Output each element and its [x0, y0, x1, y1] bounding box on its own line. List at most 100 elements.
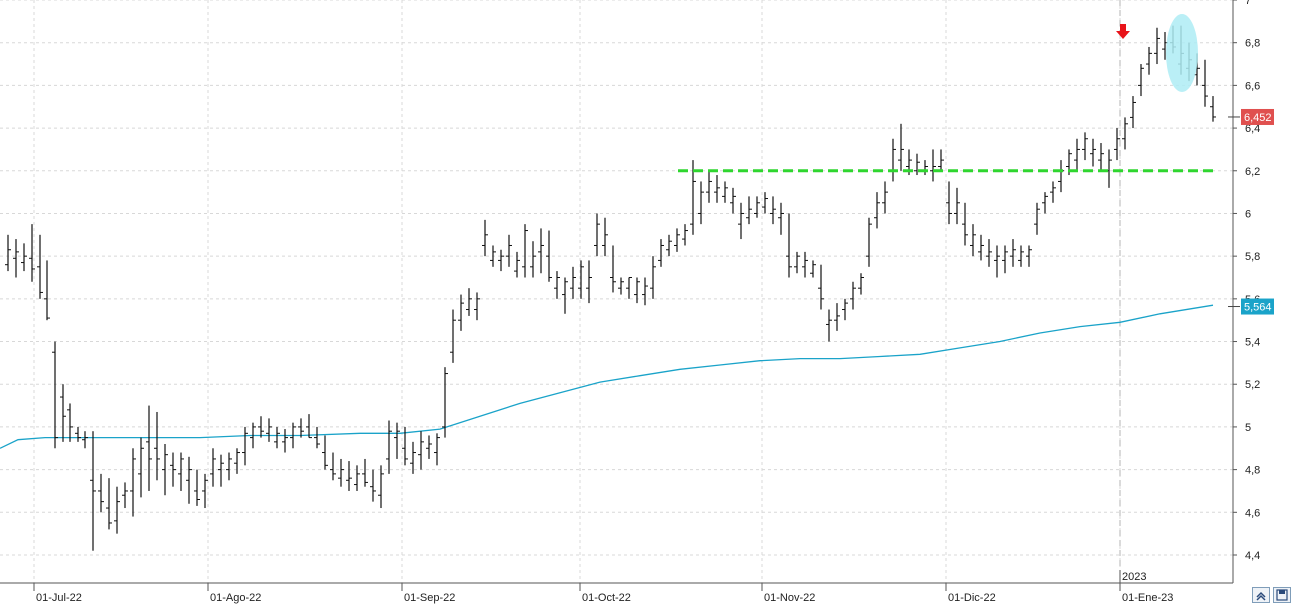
ohlc-bar — [922, 160, 928, 176]
ohlc-bar — [1058, 160, 1064, 193]
ohlc-bar — [674, 228, 680, 252]
ohlc-bar — [594, 213, 600, 257]
ohlc-bar — [482, 219, 488, 257]
ohlc-bar — [138, 437, 144, 498]
ohlc-bar — [322, 435, 328, 470]
ohlc-bar — [37, 234, 43, 299]
ohlc-bar — [554, 271, 560, 299]
ohlc-bar — [1098, 143, 1104, 171]
ohlc-bar — [858, 273, 864, 295]
ohlc-bar — [866, 217, 872, 267]
scroll-left-icon — [1256, 591, 1266, 601]
ohlc-bar — [75, 426, 81, 442]
down-arrow-marker — [1116, 24, 1130, 39]
ohlc-bar — [146, 405, 152, 491]
ohlc-bar — [818, 264, 824, 310]
moving-average-layer — [0, 304, 1214, 449]
ohlc-bar — [498, 249, 504, 272]
ohlc-bar — [466, 288, 472, 316]
x-tick-label: 01-Ene-23 — [1122, 592, 1173, 604]
ohlc-bar — [1202, 59, 1208, 107]
last-price-tag-box — [1241, 108, 1274, 125]
ohlc-bar — [314, 426, 320, 449]
ohlc-bar — [226, 452, 232, 481]
ohlc-bar — [834, 303, 840, 331]
ohlc-bar — [714, 175, 720, 203]
x-tick-label: 01-Jul-22 — [36, 592, 82, 604]
ohlc-bar — [570, 266, 576, 299]
ohlc-bar — [978, 234, 984, 261]
y-tick-label: 4,4 — [1245, 550, 1260, 562]
ohlc-bar — [778, 202, 784, 235]
x-tick-label: 01-Oct-22 — [582, 592, 631, 604]
ohlc-bar — [178, 452, 184, 491]
ohlc-bar — [762, 192, 768, 214]
ohlc-bar — [698, 181, 704, 225]
ohlc-bar — [13, 239, 19, 278]
ohlc-bar — [122, 482, 128, 509]
year-label: 2023 — [1122, 571, 1146, 583]
ohlc-bar — [44, 260, 50, 321]
ohlc-bar — [874, 192, 880, 229]
ohlc-bar — [234, 448, 240, 474]
ohlc-bar — [650, 256, 656, 299]
ohlc-bar — [938, 149, 944, 171]
ohlc-bar — [954, 187, 960, 225]
scroll-left-button[interactable] — [1252, 587, 1270, 603]
ohlc-bar — [746, 196, 752, 225]
ohlc-bar — [98, 473, 104, 513]
ohlc-bar — [258, 416, 264, 438]
save-button[interactable] — [1273, 587, 1291, 603]
ohlc-bar — [994, 245, 1000, 278]
ohlc-bar — [642, 277, 648, 306]
y-tick-label: 5,2 — [1245, 379, 1260, 391]
ohlc-bar — [242, 426, 248, 466]
ohlc-bar — [186, 456, 192, 504]
ohlc-bar — [722, 181, 728, 203]
ohlc-bar — [706, 170, 712, 203]
ohlc-bar — [410, 441, 416, 474]
ohlc-bar — [354, 465, 360, 491]
ohlc-bar — [154, 411, 160, 481]
ohlc-bar — [810, 260, 816, 278]
y-tick-label: 6,4 — [1245, 123, 1260, 135]
grid — [0, 0, 1233, 583]
ohlc-bar — [5, 234, 11, 272]
ohlc-bar — [962, 202, 968, 246]
ohlc-bar — [802, 251, 808, 278]
ohlc-bar — [338, 458, 344, 487]
ohlc-bar — [274, 426, 280, 449]
ohlc-bar — [794, 251, 800, 274]
x-tick-label: 01-Dic-22 — [948, 592, 996, 604]
ohlc-bar — [394, 422, 400, 459]
y-tick-label: 6,6 — [1245, 80, 1260, 92]
moving-average-line — [0, 304, 1214, 449]
ohlc-bar — [514, 251, 520, 278]
ohlc-bar — [930, 149, 936, 182]
ohlc-bar — [842, 298, 848, 321]
ohlc-bar — [67, 403, 73, 442]
ohlc-bar — [850, 281, 856, 310]
ohlc-bar — [21, 243, 27, 272]
ohlc-bar — [1002, 245, 1008, 274]
moving-average-tag-value: 5,564 — [1244, 302, 1272, 314]
ohlc-bar — [610, 245, 616, 293]
y-tick-label: 4,8 — [1245, 465, 1260, 477]
ohlc-bar — [442, 367, 448, 438]
y-tick-label: 4,6 — [1245, 507, 1260, 519]
ohlc-bar — [1146, 46, 1152, 75]
x-tick-label: 01-Nov-22 — [764, 592, 815, 604]
axes: 4,44,64,855,25,45,65,866,26,46,66,8701-J… — [0, 0, 1274, 604]
ohlc-bar — [29, 224, 35, 282]
ohlc-bar — [450, 309, 456, 363]
ohlc-bar — [898, 123, 904, 171]
ohlc-bar — [730, 187, 736, 214]
ohlc-bar — [1042, 192, 1048, 214]
ohlc-bar — [618, 277, 624, 295]
ohlc-bar — [1026, 245, 1032, 267]
y-tick-label: 7 — [1245, 0, 1251, 7]
ohlc-bar — [826, 309, 832, 342]
x-tick-label: 01-Ago-22 — [210, 592, 261, 604]
ohlc-bar — [370, 469, 376, 502]
